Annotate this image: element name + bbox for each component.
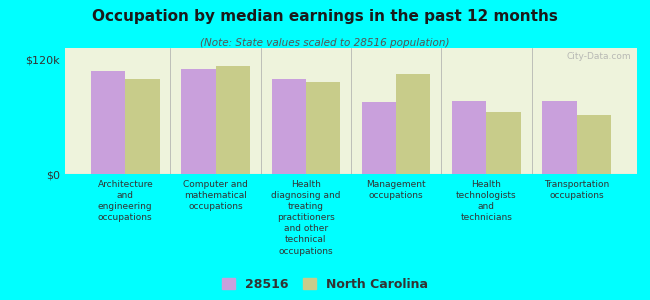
Bar: [272, 79, 306, 174]
Bar: [577, 115, 611, 174]
Text: (Note: State values scaled to 28516 population): (Note: State values scaled to 28516 popu…: [200, 38, 450, 47]
Text: City-Data.com: City-Data.com: [567, 52, 631, 61]
Text: Health
technologists
and
technicians: Health technologists and technicians: [456, 180, 517, 222]
Bar: [362, 102, 396, 174]
Bar: [216, 66, 250, 174]
Text: Computer and
mathematical
occupations: Computer and mathematical occupations: [183, 180, 248, 211]
Bar: [542, 101, 577, 174]
Text: Management
occupations: Management occupations: [367, 180, 426, 200]
Bar: [306, 82, 340, 174]
Bar: [181, 69, 216, 174]
Bar: [396, 74, 430, 174]
Bar: [91, 71, 125, 174]
Text: Occupation by median earnings in the past 12 months: Occupation by median earnings in the pas…: [92, 9, 558, 24]
Text: Transportation
occupations: Transportation occupations: [544, 180, 609, 200]
Bar: [486, 112, 521, 174]
Legend: 28516, North Carolina: 28516, North Carolina: [222, 278, 428, 291]
Bar: [125, 79, 160, 174]
Bar: [452, 101, 486, 174]
Text: Health
diagnosing and
treating
practitioners
and other
technical
occupations: Health diagnosing and treating practitio…: [271, 180, 341, 256]
Text: Architecture
and
engineering
occupations: Architecture and engineering occupations: [98, 180, 153, 222]
